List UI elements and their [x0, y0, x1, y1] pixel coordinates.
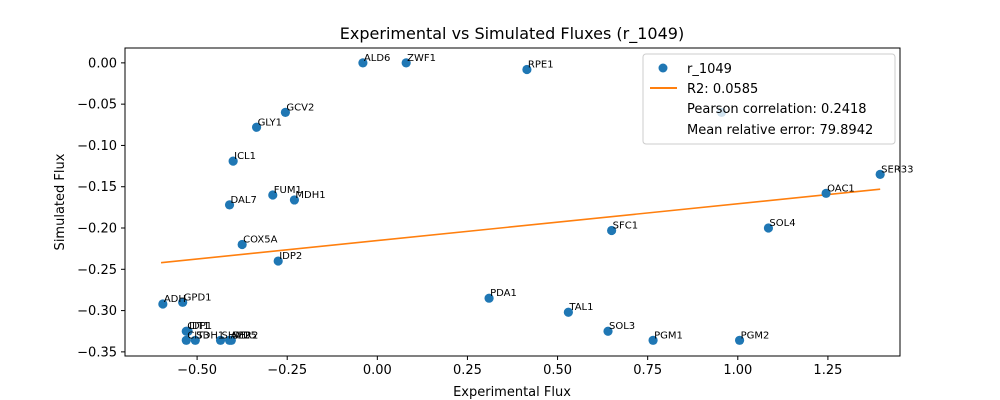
y-tick-label: 0.00 [88, 56, 117, 71]
point-label: CIT3 [187, 330, 209, 341]
legend-series-name: r_1049 [687, 62, 732, 77]
x-tick-label: 1.25 [813, 363, 842, 378]
data-point [763, 223, 774, 233]
legend-pearson: Pearson correlation: 0.2418 [687, 102, 867, 117]
x-tick-label: 0.00 [363, 363, 392, 378]
y-tick-label: −0.05 [77, 98, 117, 113]
data-point [401, 58, 411, 68]
data-point [190, 335, 200, 345]
point-label: PGM1 [654, 330, 683, 341]
legend-mre: Mean relative error: 79.8942 [687, 123, 873, 138]
point-label: PGM2 [741, 330, 770, 341]
data-point [280, 107, 291, 118]
point-label: SHM2 [222, 330, 251, 341]
point-label: ALD6 [364, 53, 390, 64]
x-axis: −0.50 −0.25 0.00 0.25 0.50 0.75 1.00 1.25 [177, 356, 842, 378]
data-point [358, 58, 368, 68]
fit-line [160, 188, 881, 264]
x-tick-label: −0.25 [267, 363, 307, 378]
data-point [289, 195, 300, 205]
data-point [607, 225, 617, 236]
data-point [648, 335, 658, 345]
point-label: GCV2 [286, 102, 314, 113]
point-label: SDH1 [196, 330, 224, 341]
point-label: OAC1 [827, 183, 855, 194]
data-point [183, 326, 193, 336]
point-label: CIT1 [187, 321, 209, 332]
point-label: SFC1 [613, 220, 638, 231]
x-tick-label: −0.50 [177, 363, 217, 378]
y-tick-label: −0.20 [77, 222, 117, 237]
y-axis: 0.00 −0.05 −0.10 −0.15 −0.20 −0.25 −0.30 −0.35 [77, 56, 125, 360]
point-label: PDA1 [490, 288, 517, 299]
data-point [181, 335, 191, 345]
data-point [228, 156, 238, 166]
point-label: MDH1 [295, 190, 325, 201]
data-point [273, 256, 283, 266]
data-point [603, 326, 613, 336]
point-label: ZWF1 [407, 53, 436, 64]
x-tick-label: 0.50 [543, 363, 572, 378]
y-tick-label: −0.25 [77, 263, 117, 278]
y-axis-label: Simulated Flux [53, 153, 68, 250]
data-point [268, 190, 278, 200]
x-tick-label: 1.00 [723, 363, 752, 378]
data-point [158, 299, 168, 309]
point-label: IDP2 [279, 251, 302, 262]
point-label: COX5A [243, 235, 277, 246]
legend: r_1049 R2: 0.0585 Pearson correlation: 0… [642, 53, 896, 145]
y-tick-label: −0.30 [77, 304, 117, 319]
data-point [226, 335, 236, 345]
data-point [224, 200, 235, 210]
point-label: RPE1 [528, 59, 554, 70]
data-point [734, 335, 745, 345]
data-point [251, 122, 262, 132]
data-point [522, 64, 532, 75]
point-label: SER2 [232, 330, 258, 341]
x-axis-label: Experimental Flux [453, 385, 571, 400]
data-point [237, 239, 247, 250]
point-label: GLY1 [258, 117, 282, 128]
point-label: IDP1 [189, 321, 212, 332]
x-tick-label: 0.25 [453, 363, 482, 378]
point-label: ALD5 [231, 330, 257, 341]
point-label: DAL7 [231, 195, 257, 206]
data-point [215, 335, 226, 345]
y-tick-label: −0.10 [77, 139, 117, 154]
data-point [178, 297, 188, 307]
data-point [563, 307, 573, 317]
data-point [875, 169, 885, 179]
point-label: ADH [164, 294, 186, 305]
plot-frame [124, 47, 901, 357]
point-label: SER33 [881, 164, 913, 175]
legend-box [642, 53, 896, 145]
point-label: SOL4 [769, 218, 795, 229]
data-point [821, 188, 831, 198]
point-label: GPD1 [184, 292, 212, 303]
point-label: SOL3 [609, 321, 635, 332]
point-label: FUM1 [274, 185, 302, 196]
chart-title: Experimental vs Simulated Fluxes (r_1049… [340, 24, 684, 44]
x-tick-label: 0.75 [633, 363, 662, 378]
point-label: TAL1 [568, 302, 593, 313]
y-tick-label: −0.15 [77, 180, 117, 195]
legend-marker-points [658, 63, 668, 73]
y-tick-label: −0.35 [77, 345, 117, 360]
legend-fit-name: R2: 0.0585 [687, 82, 758, 97]
data-point [484, 293, 494, 303]
point-label: ICL1 [234, 151, 256, 162]
